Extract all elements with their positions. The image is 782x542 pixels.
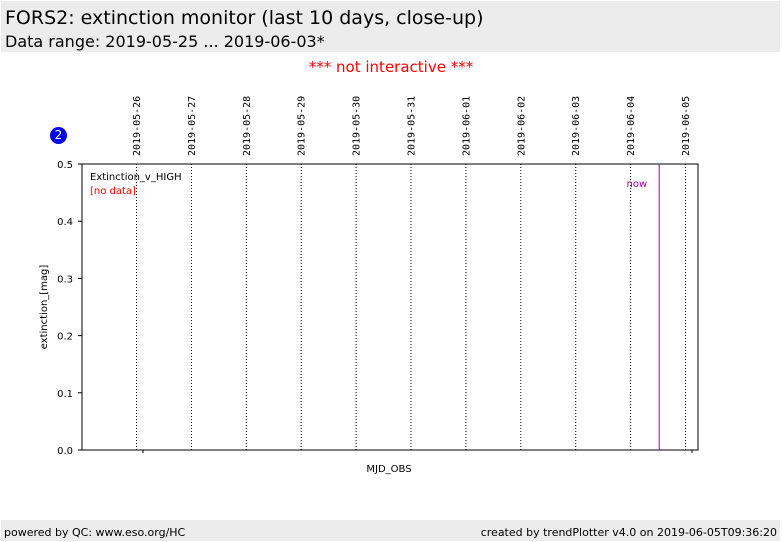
date-tick-label: 2019-06-04: [626, 96, 637, 156]
y-tick-label: 0.1: [57, 389, 73, 400]
date-tick-label: 2019-05-31: [407, 96, 418, 156]
x-axis-label: MJD_OBS: [366, 464, 411, 475]
header-bar: FORS2: extinction monitor (last 10 days,…: [1, 1, 780, 52]
y-tick-label: 0.4: [57, 217, 73, 228]
date-tick-label: 2019-06-05: [681, 96, 692, 156]
date-tick-label: 2019-05-27: [187, 96, 198, 156]
series-legend-label: Extinction_v_HIGH: [90, 172, 182, 183]
plot-frame: [81, 163, 699, 451]
date-tick-label: 2019-05-28: [242, 96, 253, 156]
date-tick-label: 2019-05-29: [297, 96, 308, 156]
date-tick-label: 2019-05-30: [352, 96, 363, 156]
date-tick-label: 2019-05-26: [132, 96, 143, 156]
y-tick-label: 0.5: [57, 160, 73, 171]
date-tick-label: 2019-06-01: [461, 96, 472, 156]
y-tick-label: 0.2: [57, 332, 73, 343]
now-label: now: [627, 179, 648, 190]
y-axis-label: extinction_[mag]: [39, 265, 50, 350]
not-interactive-notice: *** not interactive ***: [308, 58, 474, 76]
page-title: FORS2: extinction monitor (last 10 days,…: [5, 7, 484, 29]
footer-created-by: created by trendPlotter v4.0 on 2019-06-…: [480, 526, 777, 539]
date-tick-label: 2019-06-03: [571, 96, 582, 156]
y-tick-label: 0.3: [57, 274, 73, 285]
page-subtitle: Data range: 2019-05-25 ... 2019-06-03*: [5, 32, 325, 51]
footer-powered-by: powered by QC: www.eso.org/HC: [4, 526, 186, 539]
no-data-note: [no data]: [90, 186, 136, 197]
y-tick-label: 0.0: [57, 446, 73, 457]
date-tick-label: 2019-06-02: [516, 96, 527, 156]
footer-bar: powered by QC: www.eso.org/HC created by…: [1, 520, 780, 541]
plot-number-badge: 2: [50, 127, 67, 144]
